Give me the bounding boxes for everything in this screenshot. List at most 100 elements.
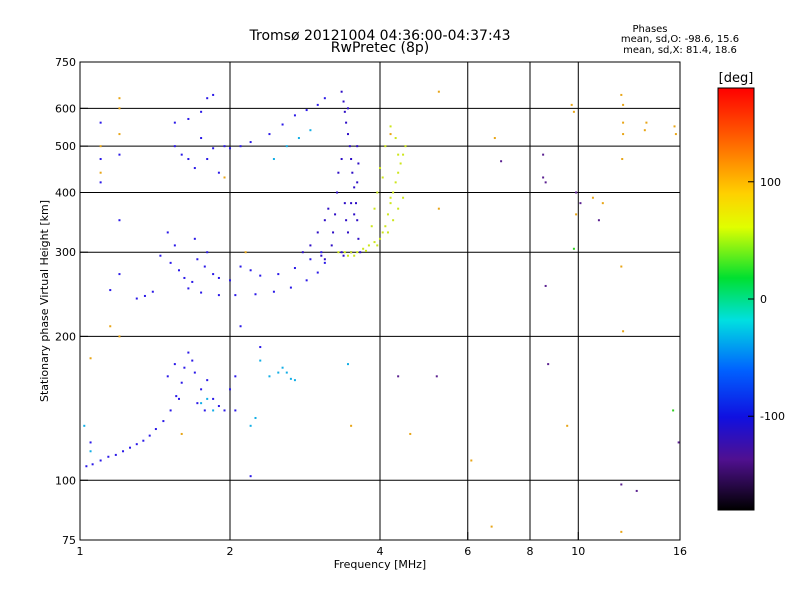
- data-point: [320, 254, 323, 257]
- data-point: [493, 137, 496, 140]
- data-point: [249, 475, 252, 478]
- data-point: [109, 325, 112, 328]
- data-point: [191, 359, 194, 362]
- data-point: [234, 409, 237, 412]
- data-point: [118, 107, 121, 110]
- data-point: [212, 147, 215, 150]
- data-point: [91, 463, 94, 466]
- data-point: [234, 294, 237, 297]
- data-point: [389, 133, 392, 136]
- colorbar-tick-label: -100: [760, 410, 785, 423]
- data-point: [118, 219, 121, 222]
- data-point: [281, 366, 284, 369]
- data-point: [175, 395, 178, 398]
- data-point: [544, 181, 547, 184]
- x-tick-label: 16: [673, 545, 687, 558]
- data-point: [118, 335, 121, 338]
- data-point: [572, 247, 575, 250]
- data-point: [285, 145, 288, 148]
- x-tick-label: 10: [571, 545, 585, 558]
- data-point: [397, 375, 400, 378]
- data-point: [621, 158, 624, 161]
- data-point: [350, 202, 353, 205]
- data-point: [212, 93, 215, 96]
- data-point: [200, 388, 203, 391]
- data-point: [229, 279, 231, 282]
- data-point: [89, 441, 92, 444]
- data-point: [89, 357, 92, 360]
- data-point: [206, 97, 209, 100]
- y-tick-label: 300: [55, 246, 76, 259]
- data-point: [404, 145, 407, 148]
- data-point: [397, 171, 400, 174]
- data-point: [239, 325, 242, 328]
- data-point: [249, 269, 252, 272]
- data-point: [601, 202, 604, 205]
- data-point: [547, 363, 550, 366]
- data-point: [159, 254, 162, 257]
- data-point: [316, 231, 319, 234]
- y-tick-label: 75: [62, 534, 76, 547]
- data-point: [337, 251, 340, 254]
- data-point: [206, 397, 209, 400]
- data-point: [281, 123, 284, 126]
- data-point: [343, 251, 346, 254]
- data-point: [169, 261, 172, 264]
- data-point: [337, 171, 340, 174]
- data-point: [350, 158, 353, 161]
- data-point: [234, 375, 237, 378]
- data-point: [346, 231, 349, 234]
- colorbar-tick-label: 0: [760, 293, 767, 306]
- data-points: [83, 90, 680, 533]
- data-point: [135, 297, 138, 300]
- data-point: [544, 284, 547, 287]
- x-tick-label: 2: [227, 545, 234, 558]
- data-point: [389, 202, 392, 205]
- data-point: [118, 97, 121, 100]
- data-point: [173, 145, 176, 148]
- data-point: [392, 219, 395, 222]
- data-point: [285, 371, 288, 374]
- data-point: [386, 213, 389, 216]
- data-point: [340, 90, 343, 93]
- data-point: [346, 254, 349, 257]
- data-point: [402, 196, 405, 199]
- data-point: [340, 158, 343, 161]
- data-point: [254, 416, 257, 419]
- y-axis-label: Stationary phase Virtual Height [km]: [38, 200, 51, 402]
- data-point: [323, 97, 326, 100]
- data-point: [173, 121, 176, 124]
- data-point: [203, 409, 206, 412]
- data-point: [206, 158, 209, 161]
- y-tick-label: 750: [55, 56, 76, 69]
- data-point: [622, 103, 625, 106]
- data-point: [148, 434, 151, 437]
- data-point: [386, 231, 389, 234]
- data-point: [173, 244, 176, 247]
- data-point: [346, 363, 349, 366]
- colorbar-ticks: 100 0 -100: [748, 176, 785, 423]
- data-point: [272, 290, 275, 293]
- data-point: [323, 261, 326, 264]
- data-point: [173, 363, 176, 366]
- data-point: [579, 202, 582, 205]
- data-point: [336, 191, 339, 194]
- data-point: [239, 145, 242, 148]
- data-point: [348, 145, 351, 148]
- data-point: [206, 251, 209, 254]
- data-point: [249, 141, 252, 144]
- data-point: [343, 110, 346, 113]
- data-point: [289, 286, 292, 289]
- data-point: [376, 191, 379, 194]
- data-point: [99, 145, 102, 148]
- data-point: [622, 133, 625, 136]
- data-point: [83, 424, 86, 427]
- data-point: [99, 459, 102, 462]
- data-point: [249, 424, 252, 427]
- data-point: [334, 213, 337, 216]
- data-point: [277, 273, 280, 276]
- stats-line-x: mean, sd,X: 81.4, 18.6: [623, 45, 737, 56]
- data-point: [268, 133, 271, 136]
- data-point: [397, 153, 400, 156]
- data-point: [180, 153, 183, 156]
